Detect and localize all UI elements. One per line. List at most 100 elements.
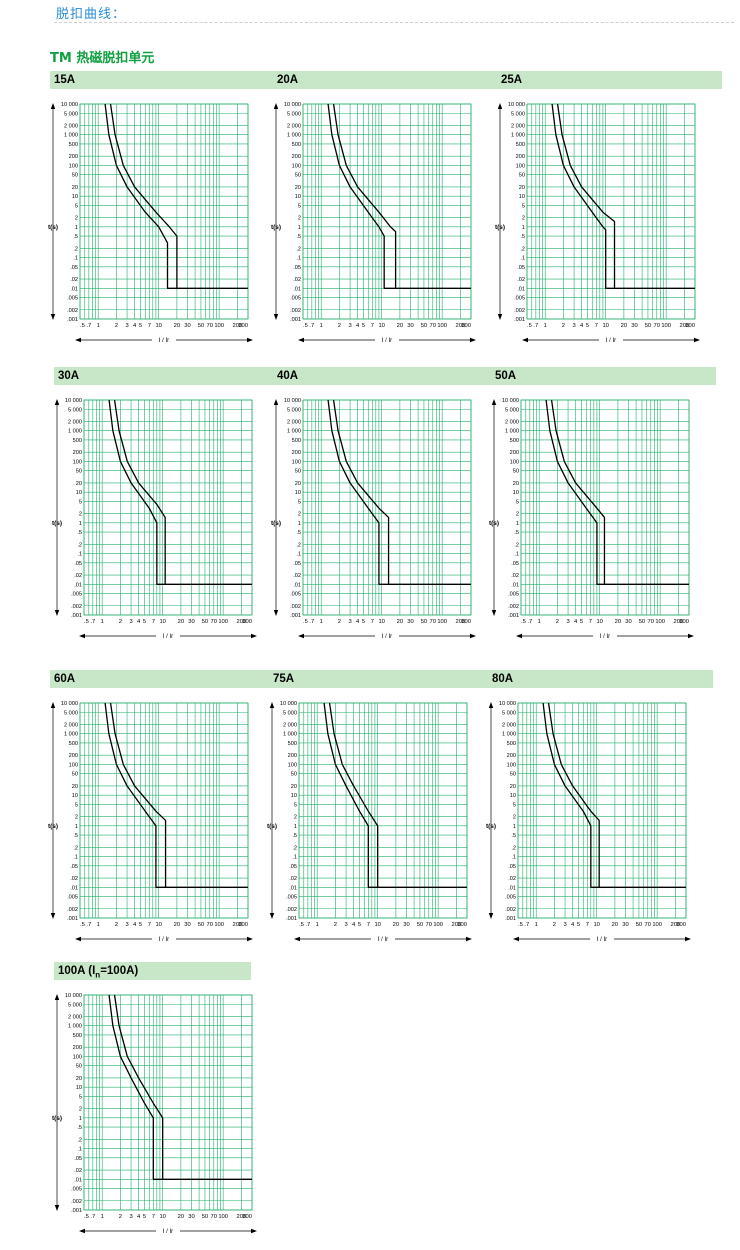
y-tick-label: 5 000 <box>287 111 301 117</box>
y-tick-label: 5 000 <box>68 1002 82 1008</box>
x-tick-label: 10 <box>378 619 384 625</box>
panel-header: 60A <box>50 670 275 688</box>
x-tick-label: 7 <box>152 619 155 625</box>
y-tick-label: .5 <box>77 1125 82 1131</box>
y-tick-label: 2 000 <box>287 419 301 425</box>
arrow-head-down-icon <box>491 610 497 616</box>
y-tick-label: 200 <box>69 753 78 759</box>
x-tick-label: 5 <box>362 323 365 329</box>
x-tick-label: 20 <box>178 619 184 625</box>
x-tick-label: 50 <box>198 922 204 928</box>
y-tick-label: .05 <box>74 561 82 567</box>
y-tick-label: .2 <box>514 542 519 548</box>
x-tick-label: 300 <box>242 619 252 625</box>
x-tick-label: 4 <box>137 619 141 625</box>
y-tick-label: 100 <box>69 762 78 768</box>
panel-header: 40A <box>273 367 498 385</box>
y-tick-label: 50 <box>295 173 301 179</box>
y-tick-label: 20 <box>72 784 78 790</box>
panel-header: 100A (In=100A) <box>54 962 251 980</box>
x-tick-label: 20 <box>397 323 403 329</box>
arrow-head-right-icon <box>470 633 476 639</box>
y-tick-label: 2 <box>516 512 519 518</box>
x-tick-label: .7 <box>309 323 314 329</box>
y-tick-label: 1 000 <box>64 133 78 139</box>
y-tick-label: 5 <box>79 499 82 505</box>
y-tick-label: 50 <box>76 469 82 475</box>
y-tick-label: 200 <box>507 753 516 759</box>
x-tick-label: 1 <box>535 922 538 928</box>
x-tick-label: .5 <box>521 619 526 625</box>
y-tick-label: 500 <box>73 438 82 444</box>
x-tick-label: 30 <box>403 922 409 928</box>
x-axis-label: I / Ir <box>159 338 169 344</box>
y-tick-label: .002 <box>286 907 297 913</box>
arrow-head-left-icon <box>513 936 519 942</box>
y-tick-label: .005 <box>67 895 78 901</box>
y-tick-label: .1 <box>296 552 301 558</box>
x-tick-label: 50 <box>639 619 645 625</box>
x-tick-label: 50 <box>198 323 204 329</box>
y-tick-label: 1 000 <box>287 429 301 435</box>
x-tick-label: 2 <box>338 323 341 329</box>
x-tick-label: 3 <box>566 619 569 625</box>
chart-panel-75a: 75A 10 000 5 000 2 000 1 000 500 200 100 50 20 10… <box>267 670 494 958</box>
y-axis-label: t(s) <box>489 520 499 527</box>
x-tick-label: 50 <box>202 1214 208 1220</box>
x-axis-label: I / Ir <box>382 338 392 344</box>
x-axis-label-bg <box>156 631 180 640</box>
y-tick-label: .001 <box>71 613 82 619</box>
y-tick-label: .02 <box>293 277 301 283</box>
x-tick-label: 10 <box>159 619 165 625</box>
y-tick-label: 2 <box>294 815 297 821</box>
y-tick-label: 1 <box>75 824 78 830</box>
panel-header: 75A <box>269 670 494 688</box>
y-tick-label: 1 000 <box>502 732 516 738</box>
y-tick-label: 2 000 <box>511 123 525 129</box>
trip-curve-chart: 10 000 5 000 2 000 1 000 500 200 100 50 20 10 5 2 1.… <box>52 398 257 640</box>
trip-curve-line-2 <box>113 994 164 1180</box>
y-tick-label: 200 <box>73 1045 82 1051</box>
arrow-head-down-icon <box>54 610 60 616</box>
arrow-head-right-icon <box>685 936 691 942</box>
x-tick-label: 30 <box>184 323 190 329</box>
y-tick-label: .5 <box>73 833 78 839</box>
x-tick-label: 4 <box>571 922 575 928</box>
y-tick-label: 10 <box>295 194 301 200</box>
x-tick-label: .5 <box>299 922 304 928</box>
x-tick-label: 200 <box>233 323 243 329</box>
y-tick-label: 10 <box>76 490 82 496</box>
x-tick-label: 3 <box>563 922 566 928</box>
x-tick-label: 3 <box>348 619 351 625</box>
x-tick-label: .7 <box>305 922 310 928</box>
x-axis-label-bg <box>371 934 395 943</box>
trip-curve-chart: 10 000 5 000 2 000 1 000 500 200 100 50 20 10 5 2 1.… <box>48 701 253 943</box>
y-tick-label: 1 000 <box>505 429 519 435</box>
arrow-head-down-icon <box>273 314 279 320</box>
y-tick-label: 5 <box>75 203 78 209</box>
arrow-head-right-icon <box>466 936 472 942</box>
y-tick-label: 1 <box>79 1116 82 1122</box>
arrow-head-down-icon <box>273 610 279 616</box>
x-tick-label: .7 <box>533 323 538 329</box>
chart-panel-100a: 100A (In=100A) 10 000 5 000 2 000 1 000 500 2… <box>52 962 257 1250</box>
section-title: 脱扣曲线： <box>56 7 127 22</box>
x-tick-label: 10 <box>593 922 599 928</box>
x-tick-label: 30 <box>407 323 413 329</box>
arrow-head-up-icon <box>50 103 56 109</box>
x-tick-label: 50 <box>417 922 423 928</box>
y-tick-label: 1 <box>79 521 82 527</box>
y-tick-label: 5 <box>522 203 525 209</box>
x-tick-label: 300 <box>461 323 471 329</box>
x-tick-label: 10 <box>596 619 602 625</box>
trip-curve-line-1 <box>545 399 689 585</box>
y-tick-label: .2 <box>73 246 78 252</box>
x-tick-label: 50 <box>645 323 651 329</box>
x-tick-label: 200 <box>680 323 690 329</box>
plot-frame <box>517 702 687 919</box>
x-tick-label: 4 <box>137 1214 141 1220</box>
x-tick-label: 20 <box>397 619 403 625</box>
x-tick-label: 20 <box>174 323 180 329</box>
y-tick-label: 200 <box>69 154 78 160</box>
y-tick-label: .2 <box>77 1137 82 1143</box>
